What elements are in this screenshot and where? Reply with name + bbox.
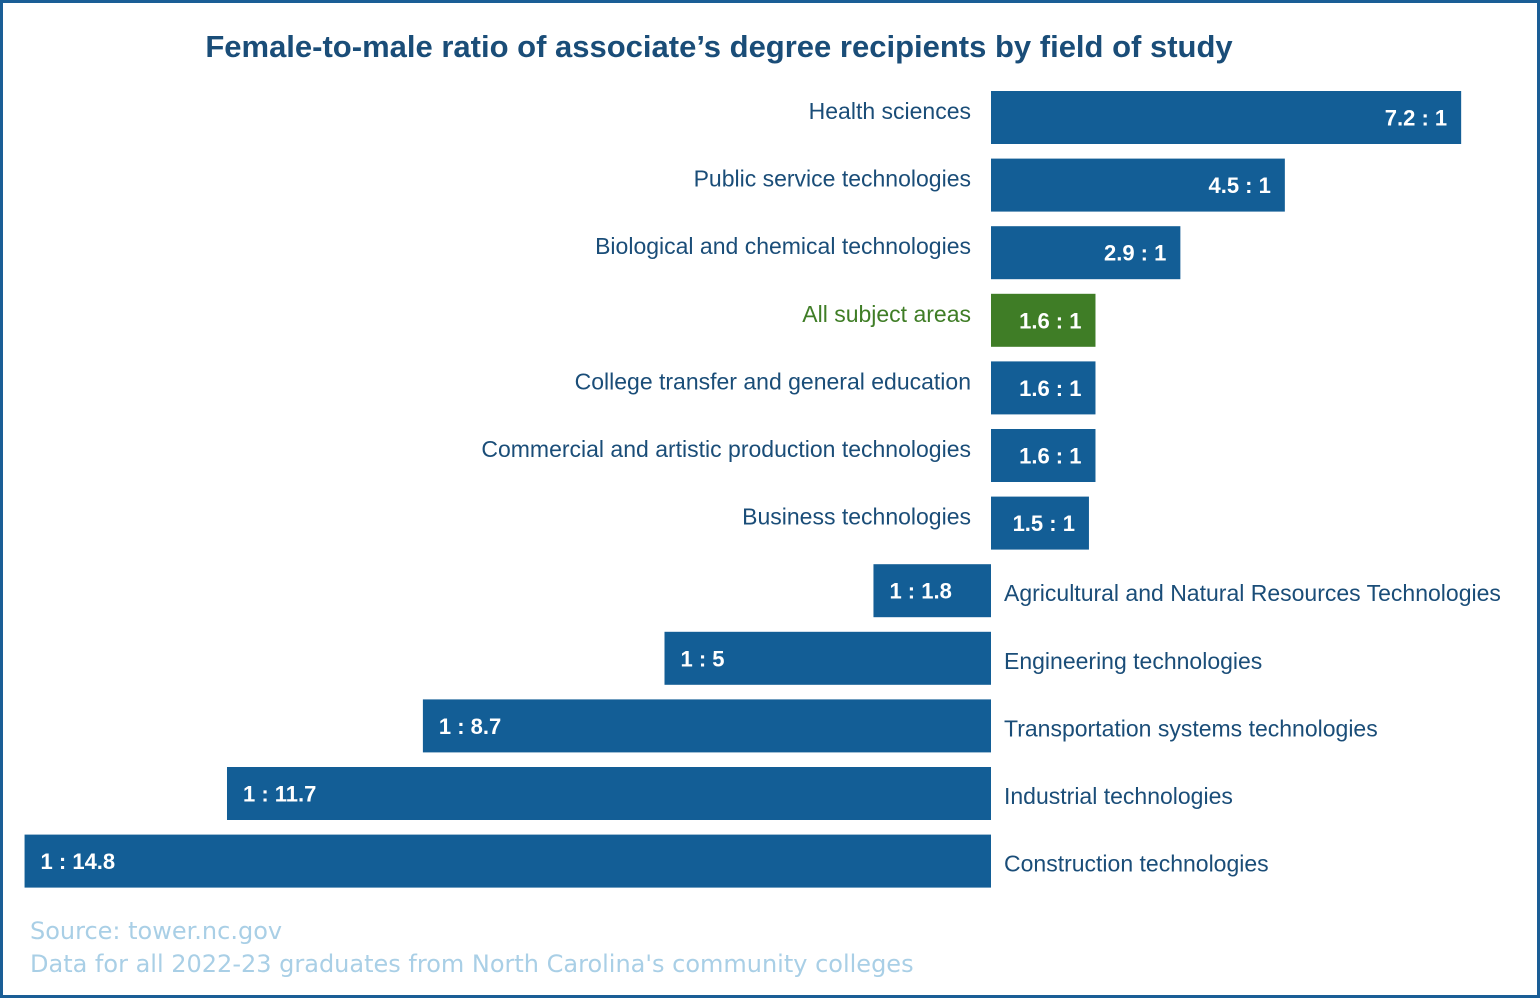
bar-10 xyxy=(226,767,992,820)
category-label-8: Engineering technologies xyxy=(1004,648,1262,674)
data-label-5: 1.6 : 1 xyxy=(1019,444,1081,469)
bar-2 xyxy=(991,226,1181,280)
data-note: Data for all 2022-23 graduates from Nort… xyxy=(30,950,914,978)
data-label-10: 1 : 11.7 xyxy=(243,782,316,807)
data-label-1: 4.5 : 1 xyxy=(1208,173,1270,198)
data-label-6: 1.5 : 1 xyxy=(1013,511,1075,536)
category-label-9: Transportation systems technologies xyxy=(1004,715,1378,741)
bar-6 xyxy=(991,496,1089,550)
bar-3 xyxy=(991,293,1096,347)
category-label-10: Industrial technologies xyxy=(1004,783,1233,809)
bar-0 xyxy=(991,91,1462,144)
category-label-3: All subject areas xyxy=(802,301,971,327)
data-label-0: 7.2 : 1 xyxy=(1385,106,1447,131)
data-label-7: 1 : 1.8 xyxy=(889,579,951,604)
category-label-6: Business technologies xyxy=(742,504,971,530)
source-note: Source: tower.nc.gov xyxy=(30,917,283,945)
bar-4 xyxy=(991,361,1096,415)
bar-7 xyxy=(873,564,991,618)
data-label-9: 1 : 8.7 xyxy=(439,714,501,739)
category-label-5: Commercial and artistic production techn… xyxy=(481,436,971,462)
bar-5 xyxy=(991,429,1096,482)
category-label-11: Construction technologies xyxy=(1004,851,1269,877)
bar-8 xyxy=(664,631,991,685)
bar-11 xyxy=(24,834,992,888)
chart-title: Female-to-male ratio of associate’s degr… xyxy=(205,29,1233,64)
category-label-1: Public service technologies xyxy=(694,166,971,192)
bar-9 xyxy=(422,699,991,753)
category-label-7: Agricultural and Natural Resources Techn… xyxy=(1004,580,1501,606)
data-label-11: 1 : 14.8 xyxy=(41,849,116,874)
bar-chart: 7.2 : 1 Health sciences 4.5 : 1 Public serv… xyxy=(24,91,1501,888)
bar-1 xyxy=(991,158,1285,212)
category-label-2: Biological and chemical technologies xyxy=(595,233,971,259)
data-label-4: 1.6 : 1 xyxy=(1019,376,1081,401)
category-label-4: College transfer and general education xyxy=(575,368,971,394)
data-label-3: 1.6 : 1 xyxy=(1019,308,1081,333)
category-label-0: Health sciences xyxy=(809,98,971,124)
data-label-2: 2.9 : 1 xyxy=(1104,241,1166,266)
data-label-8: 1 : 5 xyxy=(681,646,725,671)
